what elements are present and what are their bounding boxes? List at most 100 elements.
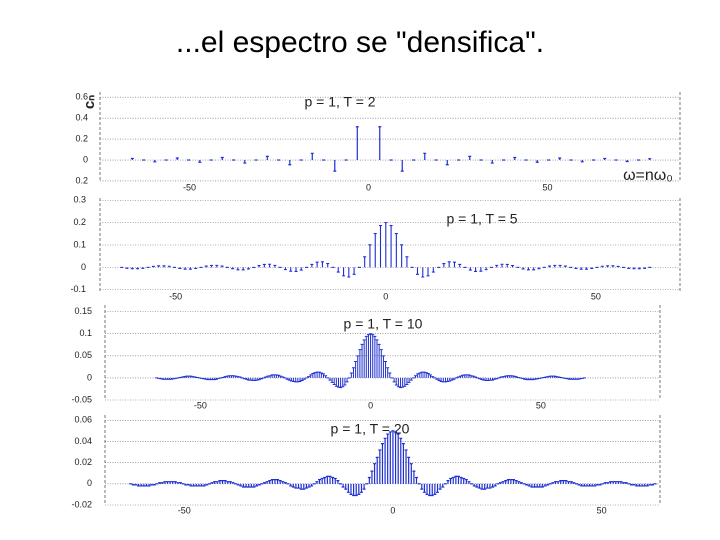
stem [595, 483, 599, 486]
stem [279, 375, 283, 378]
stem [484, 267, 488, 271]
y-tick-label: -0.02 [71, 499, 92, 509]
stem [299, 267, 303, 271]
stem [178, 267, 182, 270]
stem [535, 483, 539, 488]
stem [625, 160, 629, 163]
stem [430, 483, 434, 497]
stem [478, 377, 482, 380]
stem [554, 481, 558, 484]
stem [380, 442, 384, 484]
stem [322, 373, 326, 378]
stem [437, 377, 441, 382]
stem [616, 265, 620, 268]
y-tick-label: 0.1 [79, 328, 92, 338]
stem [540, 483, 544, 488]
y-tick-label: 0.2 [75, 133, 88, 143]
stem [558, 264, 562, 268]
stem [189, 483, 193, 487]
stem [331, 476, 335, 484]
stem [474, 267, 478, 272]
stem [288, 160, 292, 166]
stem [467, 374, 471, 378]
stem [344, 483, 348, 490]
x-tick-label: 0 [390, 505, 395, 515]
stem [281, 376, 285, 378]
stem [447, 261, 451, 268]
stem [396, 377, 400, 388]
plot-title: p = 1, T = 2 [304, 94, 375, 110]
stem [265, 481, 269, 484]
stem [332, 377, 336, 386]
stem [580, 483, 584, 487]
y-axis-label: cₙ [81, 95, 98, 109]
stem [514, 480, 518, 484]
stem [257, 265, 261, 268]
stem [483, 483, 487, 490]
stem [627, 267, 631, 269]
stem [173, 481, 177, 484]
stem [559, 480, 563, 484]
stem [323, 476, 327, 484]
stem [311, 372, 315, 378]
stem [543, 483, 547, 487]
stem [619, 481, 623, 484]
stem [231, 482, 235, 484]
stem [501, 481, 505, 484]
stem [456, 475, 460, 484]
stem [425, 483, 429, 496]
stem [637, 483, 641, 487]
x-tick-label: 50 [543, 182, 553, 192]
stem [257, 483, 261, 486]
stem [265, 155, 269, 161]
stem [370, 470, 374, 484]
stem [202, 483, 206, 487]
stem [435, 377, 439, 380]
stem [200, 483, 204, 487]
stem [283, 267, 287, 271]
stem [452, 261, 456, 268]
stem [409, 463, 413, 484]
stem [490, 160, 494, 164]
stem [276, 478, 280, 484]
stem [473, 376, 477, 378]
stem [433, 483, 437, 496]
stem [467, 481, 471, 484]
stem [445, 160, 449, 166]
stem [345, 377, 349, 383]
stem [462, 477, 466, 484]
stem [184, 483, 188, 486]
stem [449, 477, 453, 484]
stem [289, 377, 293, 382]
stem [593, 483, 597, 487]
stem [231, 267, 235, 270]
stem [458, 375, 462, 378]
stem [400, 244, 404, 268]
stem [307, 376, 311, 378]
slide-title: ...el espectro se "densifica". [176, 26, 544, 59]
stem [278, 480, 282, 484]
stem [354, 483, 358, 497]
stem [609, 481, 613, 484]
stem [606, 482, 610, 484]
stem [364, 335, 368, 378]
stem [635, 483, 639, 487]
stem [525, 483, 529, 486]
stem [262, 263, 266, 268]
x-tick-label: -50 [183, 182, 196, 192]
stem [403, 377, 407, 387]
stem [241, 267, 245, 271]
stem [511, 265, 515, 268]
stem [379, 224, 383, 268]
stem [493, 483, 497, 487]
stem [334, 377, 338, 387]
stem [538, 483, 542, 488]
stem [330, 377, 334, 383]
stem [563, 265, 567, 268]
stem [424, 372, 428, 378]
stem [299, 483, 303, 490]
stem [396, 433, 400, 484]
stem [245, 377, 249, 380]
stem [504, 480, 508, 484]
stem [477, 483, 481, 489]
